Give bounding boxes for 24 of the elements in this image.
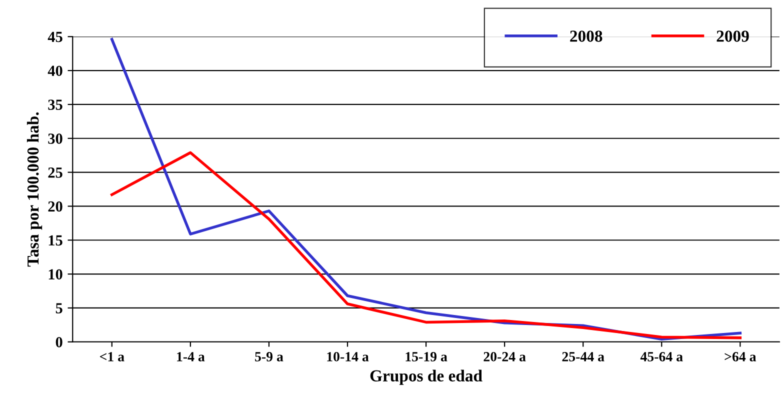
y-tick-label: 15 [48, 235, 62, 246]
y-tick-label: 20 [48, 201, 62, 212]
y-axis-title: Tasa por 100.000 hab. [26, 112, 42, 267]
x-tick-label: 15-19 a [406, 352, 448, 362]
x-tick-label: 45-64 a [640, 352, 683, 362]
x-tick-label: 1-4 a [177, 352, 205, 362]
x-tick-label: 10-14 a [327, 352, 369, 362]
legend-label: 2008 [570, 30, 602, 42]
x-tick-label: >64 a [724, 352, 756, 362]
line-series [110, 151, 742, 340]
y-tick-label: 5 [56, 303, 62, 314]
x-tick-label: 5-9 a [255, 352, 284, 362]
legend-label: 2009 [716, 30, 749, 42]
x-tick-label: 20-24 a [484, 352, 526, 362]
y-tick-label: 40 [48, 66, 62, 76]
x-axis-title: Grupos de edad [370, 370, 482, 385]
x-tick-label: 25-44 a [562, 352, 604, 362]
y-tick-label: 0 [56, 337, 62, 348]
y-tick-label: 45 [48, 32, 62, 42]
y-tick-label: 30 [48, 134, 62, 144]
y-tick-label: 35 [48, 100, 62, 110]
x-tick-label: <1 a [100, 352, 124, 362]
y-tick-label: 10 [48, 269, 62, 280]
y-tick-label: 25 [48, 167, 62, 178]
